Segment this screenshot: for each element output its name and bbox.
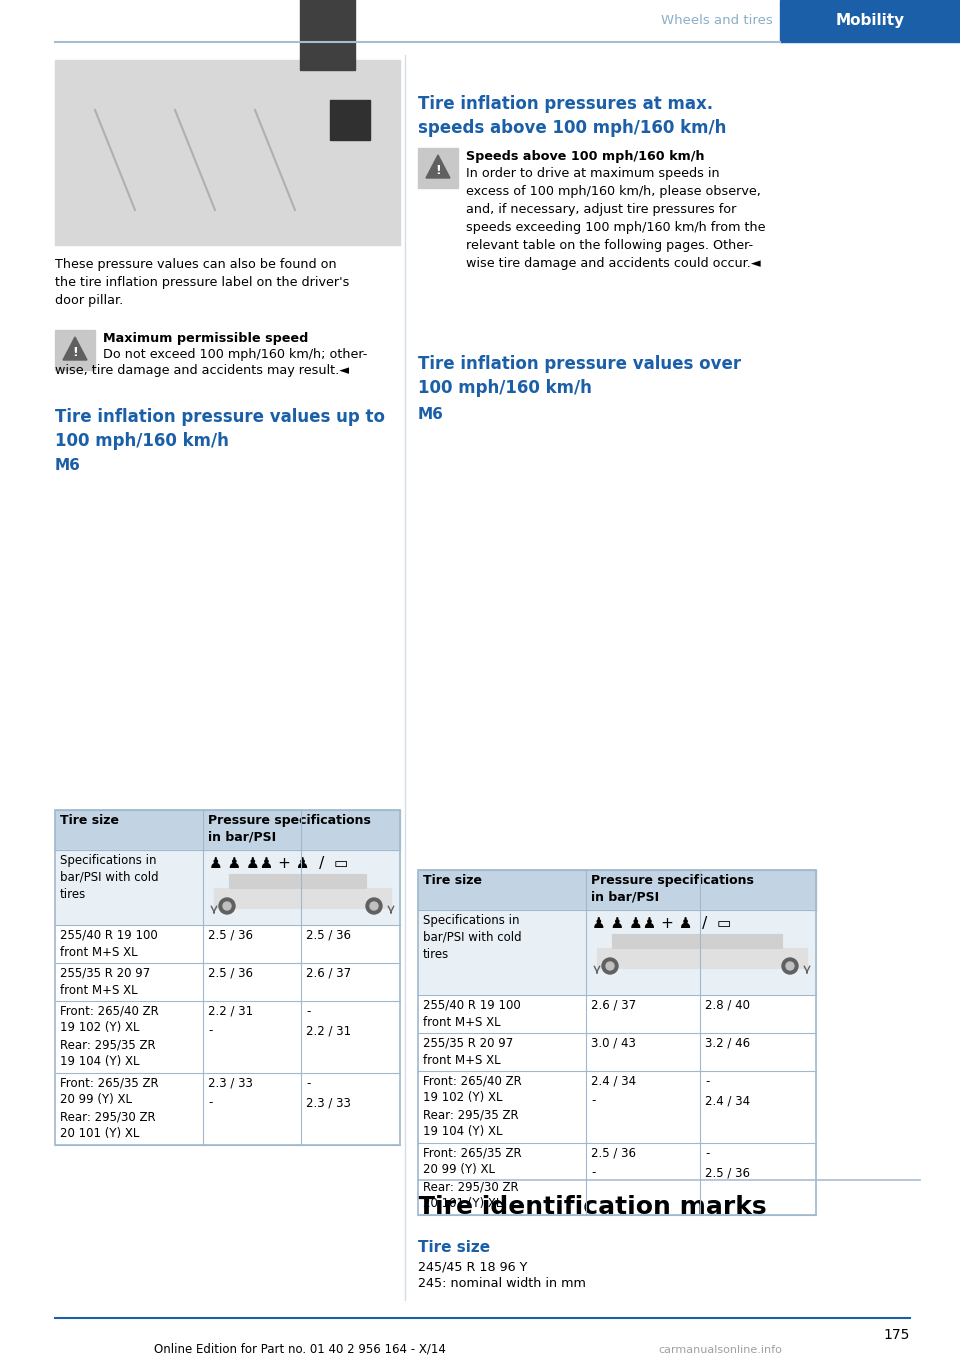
Text: Front: 265/40 ZR
19 102 (Y) XL
Rear: 295/35 ZR
19 104 (Y) XL: Front: 265/40 ZR 19 102 (Y) XL Rear: 295… [60, 1005, 158, 1068]
Text: -
2.5 / 36: - 2.5 / 36 [705, 1147, 750, 1179]
Bar [300, 0, 355, 69]
Bar [55, 810, 400, 1145]
Polygon shape [63, 336, 87, 360]
Text: Tire size: Tire size [423, 874, 482, 887]
Text: Do not exceed 100 mph/160 km/h; other-: Do not exceed 100 mph/160 km/h; other- [103, 349, 368, 361]
Bar [418, 1032, 816, 1071]
Text: Tire inflation pressures at max.
speeds above 100 mph/160 km/h: Tire inflation pressures at max. speeds … [418, 95, 727, 136]
Circle shape [366, 898, 382, 914]
Text: -
2.2 / 31: - 2.2 / 31 [306, 1005, 351, 1036]
Text: 2.2 / 31
-: 2.2 / 31 - [208, 1005, 253, 1036]
Text: Specifications in
bar/PSI with cold
tires: Specifications in bar/PSI with cold tire… [60, 854, 158, 902]
Text: Online Edition for Part no. 01 40 2 956 164 - X/14: Online Edition for Part no. 01 40 2 956 … [154, 1342, 446, 1355]
Text: Tire size: Tire size [418, 1239, 491, 1254]
Bar [780, 0, 960, 42]
Text: Tire size: Tire size [60, 814, 119, 827]
Polygon shape [426, 155, 450, 178]
Text: 245/45 R 18 96 Y: 245/45 R 18 96 Y [418, 1260, 527, 1273]
Text: Pressure specifications
in bar/PSI: Pressure specifications in bar/PSI [208, 814, 371, 843]
Text: Wheels and tires: Wheels and tires [661, 15, 773, 27]
Bar [418, 148, 458, 188]
Text: Specifications in
bar/PSI with cold
tires: Specifications in bar/PSI with cold tire… [423, 914, 521, 962]
Bar [55, 1073, 400, 1145]
Text: 245: nominal width in mm: 245: nominal width in mm [418, 1278, 586, 1290]
Bar [55, 810, 400, 850]
Text: M6: M6 [418, 407, 444, 422]
Text: 2.6 / 37: 2.6 / 37 [591, 998, 636, 1012]
Text: wise, tire damage and accidents may result.◄: wise, tire damage and accidents may resu… [55, 364, 349, 377]
Text: ♟ ♟ ♟♟ + ♟  /  ▭: ♟ ♟ ♟♟ + ♟ / ▭ [209, 855, 348, 872]
Text: Front: 265/35 ZR
20 99 (Y) XL
Rear: 295/30 ZR
20 101 (Y) XL: Front: 265/35 ZR 20 99 (Y) XL Rear: 295/… [60, 1077, 158, 1140]
Bar [55, 60, 400, 245]
Text: 255/35 R 20 97
front M+S XL: 255/35 R 20 97 front M+S XL [60, 967, 151, 997]
Text: 175: 175 [883, 1328, 910, 1342]
Text: 255/40 R 19 100
front M+S XL: 255/40 R 19 100 front M+S XL [60, 929, 157, 959]
Text: !: ! [435, 163, 441, 177]
Circle shape [602, 957, 618, 974]
Text: Maximum permissible speed: Maximum permissible speed [103, 332, 308, 345]
Text: 2.6 / 37: 2.6 / 37 [306, 967, 351, 981]
Bar [418, 996, 816, 1032]
Text: Front: 265/40 ZR
19 102 (Y) XL
Rear: 295/35 ZR
19 104 (Y) XL: Front: 265/40 ZR 19 102 (Y) XL Rear: 295… [423, 1075, 521, 1137]
Bar [55, 963, 400, 1001]
Bar [55, 925, 400, 963]
Bar [418, 910, 816, 996]
Text: -
2.4 / 34: - 2.4 / 34 [705, 1075, 750, 1107]
Text: Tire identification marks: Tire identification marks [418, 1194, 767, 1219]
Text: 2.8 / 40: 2.8 / 40 [705, 998, 750, 1012]
Bar [418, 1143, 816, 1215]
Text: 2.5 / 36: 2.5 / 36 [306, 929, 351, 943]
Text: Pressure specifications
in bar/PSI: Pressure specifications in bar/PSI [591, 874, 754, 903]
Text: Mobility: Mobility [835, 14, 904, 29]
Text: ♟ ♟ ♟♟ + ♟  /  ▭: ♟ ♟ ♟♟ + ♟ / ▭ [592, 917, 732, 932]
Text: M6: M6 [55, 458, 81, 473]
Bar [418, 870, 816, 1215]
Text: In order to drive at maximum speeds in
excess of 100 mph/160 km/h, please observ: In order to drive at maximum speeds in e… [466, 168, 765, 270]
Text: Speeds above 100 mph/160 km/h: Speeds above 100 mph/160 km/h [466, 150, 705, 163]
Circle shape [219, 898, 235, 914]
Bar [214, 888, 391, 908]
Circle shape [782, 957, 798, 974]
Text: 3.2 / 46: 3.2 / 46 [705, 1036, 750, 1050]
Bar [55, 1001, 400, 1073]
Circle shape [370, 902, 378, 910]
Circle shape [606, 962, 614, 970]
Text: 3.0 / 43: 3.0 / 43 [591, 1036, 636, 1050]
Circle shape [223, 902, 231, 910]
Text: Tire inflation pressure values up to
100 mph/160 km/h: Tire inflation pressure values up to 100… [55, 409, 385, 449]
Bar [55, 330, 95, 370]
Text: 2.5 / 36: 2.5 / 36 [208, 929, 253, 943]
Text: carmanualsonline.info: carmanualsonline.info [658, 1346, 782, 1355]
Text: !: ! [72, 346, 78, 358]
Bar [612, 934, 782, 948]
Bar [418, 1071, 816, 1143]
Text: 2.5 / 36
-: 2.5 / 36 - [591, 1147, 636, 1179]
Circle shape [786, 962, 794, 970]
Text: -
2.3 / 33: - 2.3 / 33 [306, 1077, 350, 1109]
Bar [229, 874, 366, 888]
Bar [55, 850, 400, 925]
Bar [330, 99, 370, 140]
Bar [597, 948, 807, 968]
Text: 2.3 / 33
-: 2.3 / 33 - [208, 1077, 252, 1109]
Text: 255/35 R 20 97
front M+S XL: 255/35 R 20 97 front M+S XL [423, 1036, 514, 1066]
Text: Front: 265/35 ZR
20 99 (Y) XL
Rear: 295/30 ZR
20 101 (Y) XL: Front: 265/35 ZR 20 99 (Y) XL Rear: 295/… [423, 1147, 521, 1209]
Text: 2.4 / 34
-: 2.4 / 34 - [591, 1075, 636, 1107]
Text: 255/40 R 19 100
front M+S XL: 255/40 R 19 100 front M+S XL [423, 998, 520, 1028]
Text: 2.5 / 36: 2.5 / 36 [208, 967, 253, 981]
Text: These pressure values can also be found on
the tire inflation pressure label on : These pressure values can also be found … [55, 257, 349, 306]
Bar [418, 870, 816, 910]
Text: Tire inflation pressure values over
100 mph/160 km/h: Tire inflation pressure values over 100 … [418, 355, 741, 396]
